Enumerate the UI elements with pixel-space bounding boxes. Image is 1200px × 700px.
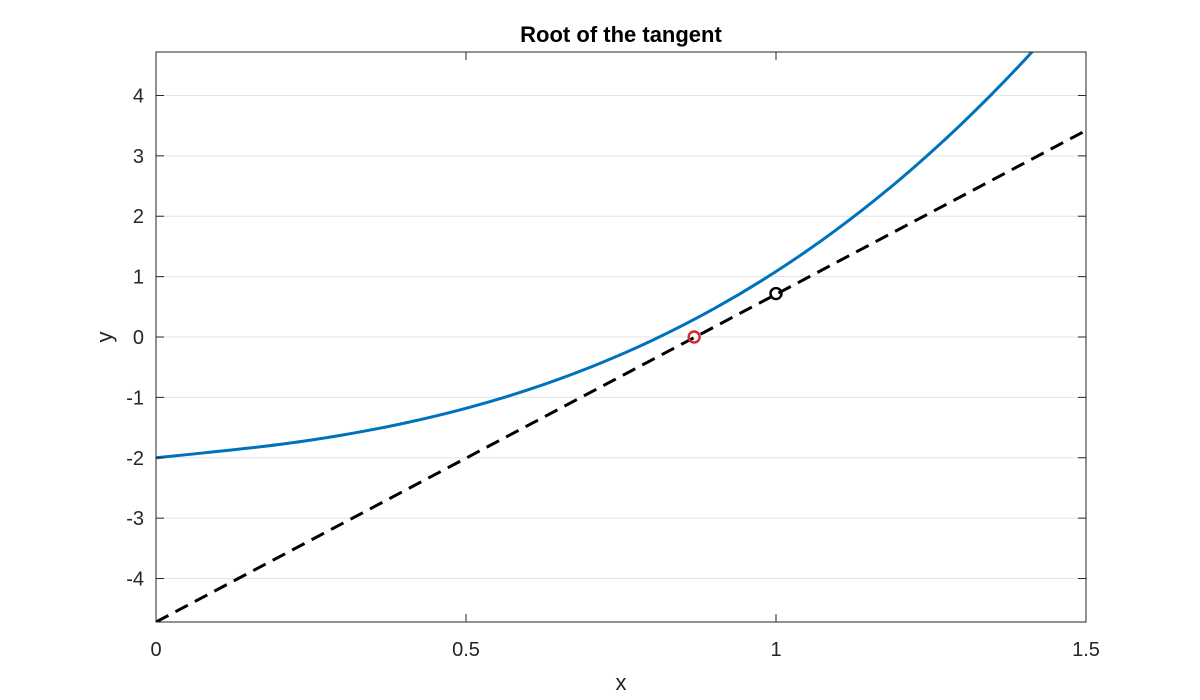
- tangent-point-marker: [769, 286, 783, 301]
- tangent-root-marker: [687, 330, 701, 344]
- y-tick-label: 4: [133, 85, 144, 107]
- grid-lines: [156, 94, 1086, 580]
- y-tick-label: -1: [126, 387, 144, 409]
- x-axis-label: x: [616, 670, 627, 695]
- y-tick-label: 3: [133, 146, 144, 168]
- x-tick-label: 1.5: [1072, 639, 1100, 661]
- y-tick-label: 1: [133, 267, 144, 289]
- plot-markers: [687, 286, 783, 344]
- y-tick-label: 0: [133, 327, 144, 349]
- x-tick-label: 0.5: [452, 639, 480, 661]
- x-tick-label: 0: [150, 639, 161, 661]
- axis-ticks: -4 -3 -2 -1 0 1 2 3 4 0 0.5 1 1.5: [126, 52, 1100, 661]
- tangent-line: [156, 129, 1086, 622]
- y-tick-label: -4: [126, 569, 144, 591]
- y-axis-label: y: [92, 332, 117, 343]
- function-curve: [156, 52, 1034, 460]
- y-tick-label: 2: [133, 206, 144, 228]
- y-tick-label: -2: [126, 448, 144, 470]
- x-tick-label: 1: [770, 639, 781, 661]
- chart-title: Root of the tangent: [520, 22, 722, 47]
- plot-series: [156, 52, 1086, 622]
- y-tick-label: -3: [126, 508, 144, 530]
